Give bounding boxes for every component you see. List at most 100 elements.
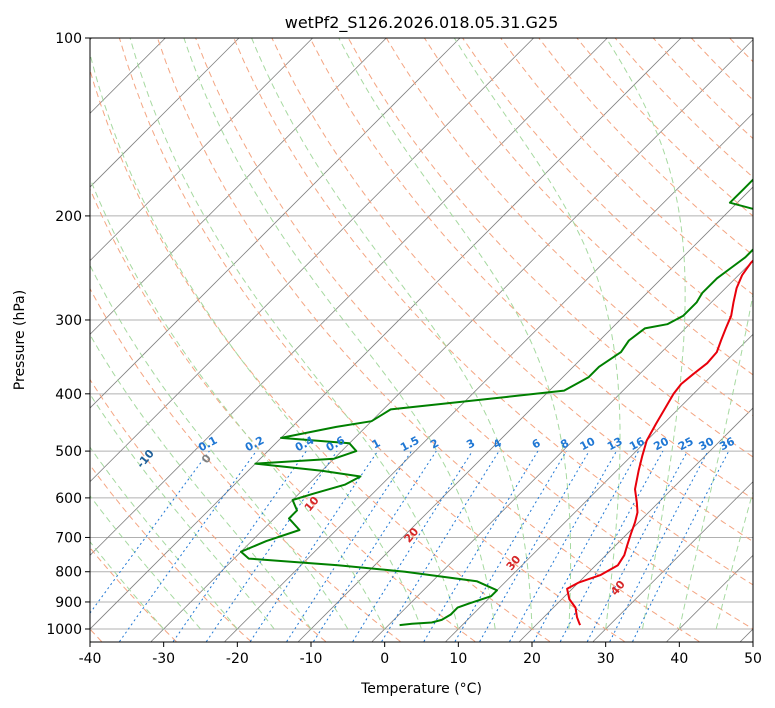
moist-adiabat-line bbox=[90, 51, 422, 630]
isotherm-line bbox=[90, 38, 461, 409]
moist-adiabat-line bbox=[605, 38, 686, 630]
dry-adiabat-line bbox=[538, 38, 753, 256]
mixing-ratio-line bbox=[119, 450, 257, 642]
isotherm-line bbox=[90, 38, 682, 630]
y-tick-label: 500 bbox=[55, 444, 82, 460]
dry-adiabat-line bbox=[233, 38, 753, 586]
isotherm-line bbox=[90, 38, 313, 262]
x-tick-label: -30 bbox=[152, 651, 175, 667]
mixing-ratio-label: 6 bbox=[530, 436, 543, 451]
profile-line-1 bbox=[240, 178, 753, 627]
y-tick-label: 100 bbox=[55, 31, 82, 47]
x-axis: -40 -30 -20 -10 0 10 20 30 40 50 bbox=[79, 642, 762, 667]
y-axis: 100 200 300 400 500 600 700 800 900 1000 bbox=[46, 31, 90, 638]
dry-adiabat-line bbox=[90, 378, 327, 642]
mixing-ratio-label: 25 bbox=[676, 435, 696, 454]
moist-adiabat-line bbox=[90, 541, 165, 630]
y-axis-label: Pressure (hPa) bbox=[12, 290, 28, 390]
mixing-ratio-line bbox=[286, 450, 412, 642]
moist-adiabat-line bbox=[678, 291, 753, 630]
mixing-ratio-line bbox=[423, 450, 539, 642]
moist-adiabat-line bbox=[90, 446, 238, 630]
moist-adiabat-line bbox=[90, 264, 349, 630]
y-tick-label: 300 bbox=[55, 313, 82, 329]
moist-adiabat-line bbox=[183, 38, 496, 630]
dry-adiabat-line bbox=[768, 38, 775, 642]
moist-adiabat-line bbox=[715, 490, 753, 630]
dry-adiabat-label: 0 bbox=[199, 452, 214, 466]
dry-adiabat-line bbox=[690, 38, 753, 101]
y-tick-label: 200 bbox=[55, 209, 82, 225]
x-tick-label: 0 bbox=[380, 651, 389, 667]
moist-adiabat-line bbox=[453, 38, 621, 630]
moist-adiabat-line bbox=[338, 38, 572, 630]
dry-adiabat-line bbox=[500, 38, 753, 296]
moist-adiabat-line bbox=[129, 38, 459, 630]
x-tick-label: 40 bbox=[670, 651, 688, 667]
dry-adiabat-label: 40 bbox=[608, 578, 628, 598]
dry-adiabat-line bbox=[90, 68, 551, 642]
mixing-ratio-label: 20 bbox=[651, 435, 671, 454]
isotherm-line bbox=[445, 333, 753, 642]
x-tick-label: -10 bbox=[300, 651, 323, 667]
mixing-ratio-line bbox=[559, 450, 664, 642]
mixing-ratio-label: 13 bbox=[605, 435, 625, 454]
y-tick-label: 600 bbox=[55, 491, 82, 507]
isotherm-line bbox=[90, 38, 608, 556]
moist-adiabat-line bbox=[90, 333, 312, 630]
dry-adiabat-line bbox=[157, 38, 700, 642]
mixing-ratio-label: 30 bbox=[697, 435, 717, 454]
mixing-ratio-label: 4 bbox=[491, 436, 504, 451]
mixing-ratio-line bbox=[454, 450, 567, 642]
mixing-ratio-line bbox=[586, 450, 688, 642]
dry-adiabat-line bbox=[347, 38, 753, 458]
dry-adiabat-line bbox=[271, 38, 753, 543]
mixing-ratio-label: 10 bbox=[578, 435, 598, 454]
chart-title: wetPf2_S126.2026.018.05.31.G25 bbox=[285, 13, 559, 33]
mixing-ratio-line bbox=[205, 450, 338, 642]
mixing-ratio-line bbox=[609, 450, 709, 642]
mixing-ratio-line bbox=[249, 450, 379, 642]
dry-adiabat-line bbox=[614, 38, 753, 178]
x-tick-label: 50 bbox=[744, 651, 762, 667]
isotherm-line bbox=[150, 39, 753, 642]
mixing-ratio-label: 3 bbox=[464, 436, 477, 451]
y-tick-label: 400 bbox=[55, 387, 82, 403]
isotherm-line bbox=[740, 628, 753, 642]
dry-adiabat-label: 30 bbox=[504, 553, 524, 573]
dry-adiabat-line bbox=[118, 38, 625, 642]
mixing-ratio-line bbox=[352, 450, 473, 642]
isotherm-line bbox=[224, 112, 753, 642]
dry-adiabat-label: -10 bbox=[134, 447, 157, 471]
mixing-ratio-line bbox=[90, 450, 210, 614]
dry-adiabat-line bbox=[90, 464, 252, 642]
x-tick-label: 10 bbox=[449, 651, 467, 667]
isotherm-line bbox=[90, 38, 240, 188]
isotherm-line bbox=[519, 407, 753, 642]
y-tick-label: 1000 bbox=[46, 622, 82, 638]
mixing-ratio-label: 2 bbox=[428, 436, 441, 451]
isotherm-line bbox=[371, 260, 753, 642]
dry-adiabat-line bbox=[652, 38, 753, 140]
moist-adiabat-line bbox=[90, 495, 201, 630]
dry-adiabat-line bbox=[576, 38, 753, 217]
dry-adiabat-label: 20 bbox=[402, 525, 422, 545]
isotherm-line bbox=[90, 38, 387, 335]
plot-frame bbox=[89, 37, 754, 643]
x-axis-label: Temperature (°C) bbox=[360, 681, 482, 697]
dry-adiabat-line bbox=[90, 187, 476, 642]
mixing-ratio-line bbox=[479, 450, 590, 642]
moist-adiabat-line bbox=[251, 38, 533, 629]
dry-adiabat-line bbox=[385, 38, 753, 417]
reference-labels: 0.1 0.2 0.4 0.6 1 1.5 2 3 4 6 8 10 13 16 20 25 30 36-10 01… bbox=[134, 434, 737, 599]
moist-adiabat-line bbox=[90, 177, 386, 630]
profile-line-0 bbox=[566, 259, 753, 626]
mixing-ratio-line bbox=[632, 450, 730, 642]
dry-adiabat-line bbox=[309, 38, 753, 500]
x-tick-label: -40 bbox=[79, 651, 102, 667]
x-tick-label: 20 bbox=[523, 651, 541, 667]
x-tick-label: -20 bbox=[226, 651, 249, 667]
mixing-ratio-label: 16 bbox=[627, 435, 647, 454]
mixing-ratio-line bbox=[313, 450, 437, 642]
